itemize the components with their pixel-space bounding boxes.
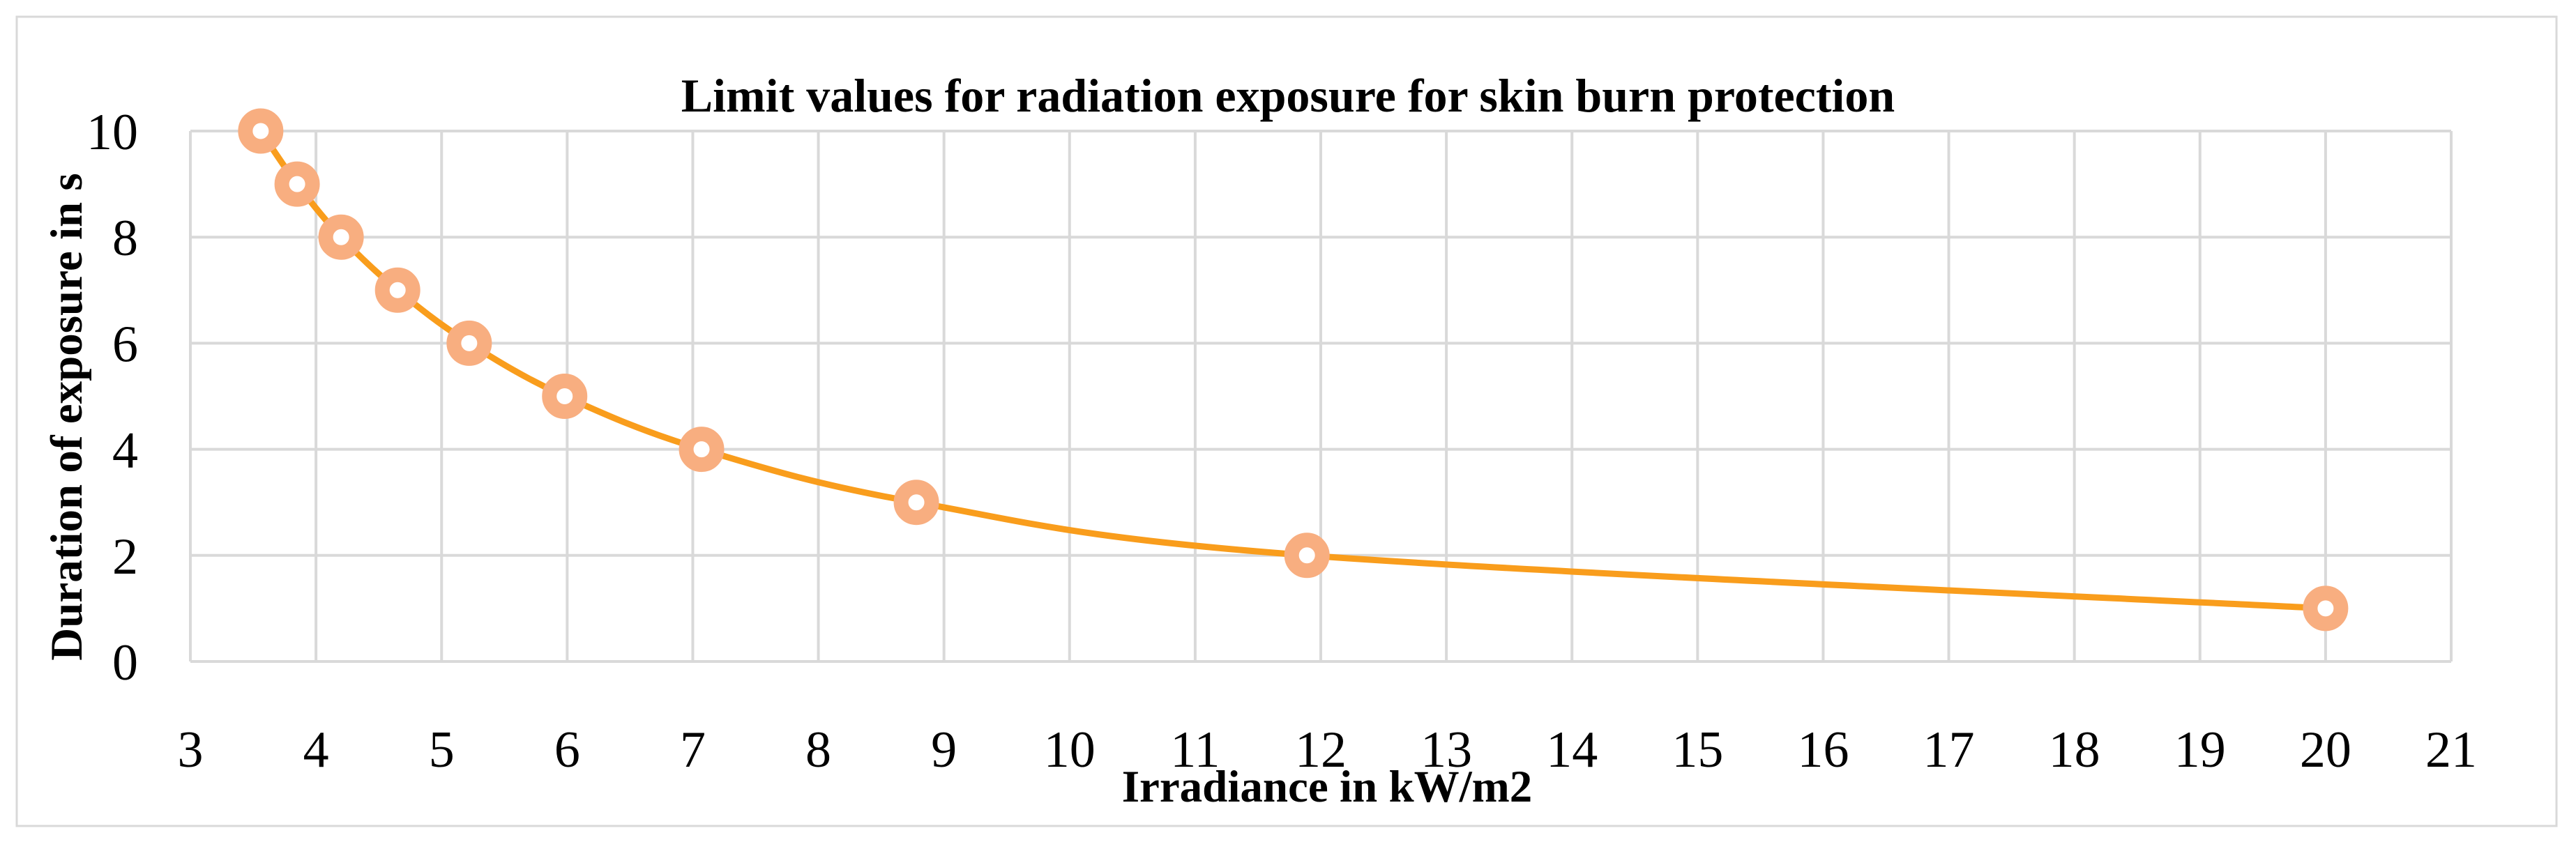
- x-tick-label: 8: [805, 721, 831, 779]
- x-tick-label: 9: [931, 721, 957, 779]
- data-point: [1284, 533, 1330, 579]
- x-tick-label: 15: [1672, 721, 1723, 779]
- x-tick-label: 19: [2174, 721, 2226, 779]
- y-tick-label: 8: [112, 210, 138, 267]
- data-point: [374, 267, 421, 313]
- data-point: [318, 214, 364, 260]
- x-tick-label: 10: [1044, 721, 1096, 779]
- y-tick-labels: 0 2 4 6 8 10: [86, 104, 138, 691]
- data-point: [542, 374, 588, 419]
- x-tick-label: 12: [1295, 721, 1347, 779]
- y-tick-label: 10: [86, 104, 138, 161]
- data-point: [2303, 585, 2349, 632]
- x-tick-labels: 3 4 5 6 7 8 9 10 11 12 13 14 15 16 17 18 19 20 21: [178, 721, 2478, 779]
- data-point: [893, 480, 939, 526]
- x-tick-label: 5: [429, 721, 455, 779]
- data-markers: [238, 108, 2349, 632]
- x-axis-label: Irradiance in kW/m2: [1122, 762, 1533, 812]
- x-tick-label: 21: [2425, 721, 2477, 779]
- chart-border: [15, 15, 2558, 827]
- data-point: [238, 108, 284, 154]
- x-tick-label: 3: [178, 721, 204, 779]
- x-tick-label: 14: [1546, 721, 1598, 779]
- data-point: [446, 320, 492, 366]
- data-point: [679, 427, 725, 473]
- x-tick-label: 18: [2049, 721, 2100, 779]
- x-tick-label: 7: [680, 721, 706, 779]
- chart-title: Limit values for radiation exposure for …: [681, 69, 1895, 122]
- gridlines: [189, 130, 2453, 663]
- y-tick-label: 2: [112, 528, 138, 585]
- y-axis-label: Duration of exposure in s: [42, 173, 92, 660]
- y-tick-label: 0: [112, 634, 138, 691]
- x-tick-label: 20: [2300, 721, 2351, 779]
- y-tick-label: 6: [112, 316, 138, 373]
- x-tick-label: 4: [303, 721, 329, 779]
- x-tick-label: 17: [1923, 721, 1975, 779]
- y-tick-label: 4: [112, 422, 138, 480]
- x-tick-label: 13: [1420, 721, 1472, 779]
- data-point: [274, 161, 320, 207]
- x-tick-label: 11: [1170, 721, 1220, 779]
- x-tick-label: 16: [1797, 721, 1849, 779]
- x-tick-label: 6: [554, 721, 580, 779]
